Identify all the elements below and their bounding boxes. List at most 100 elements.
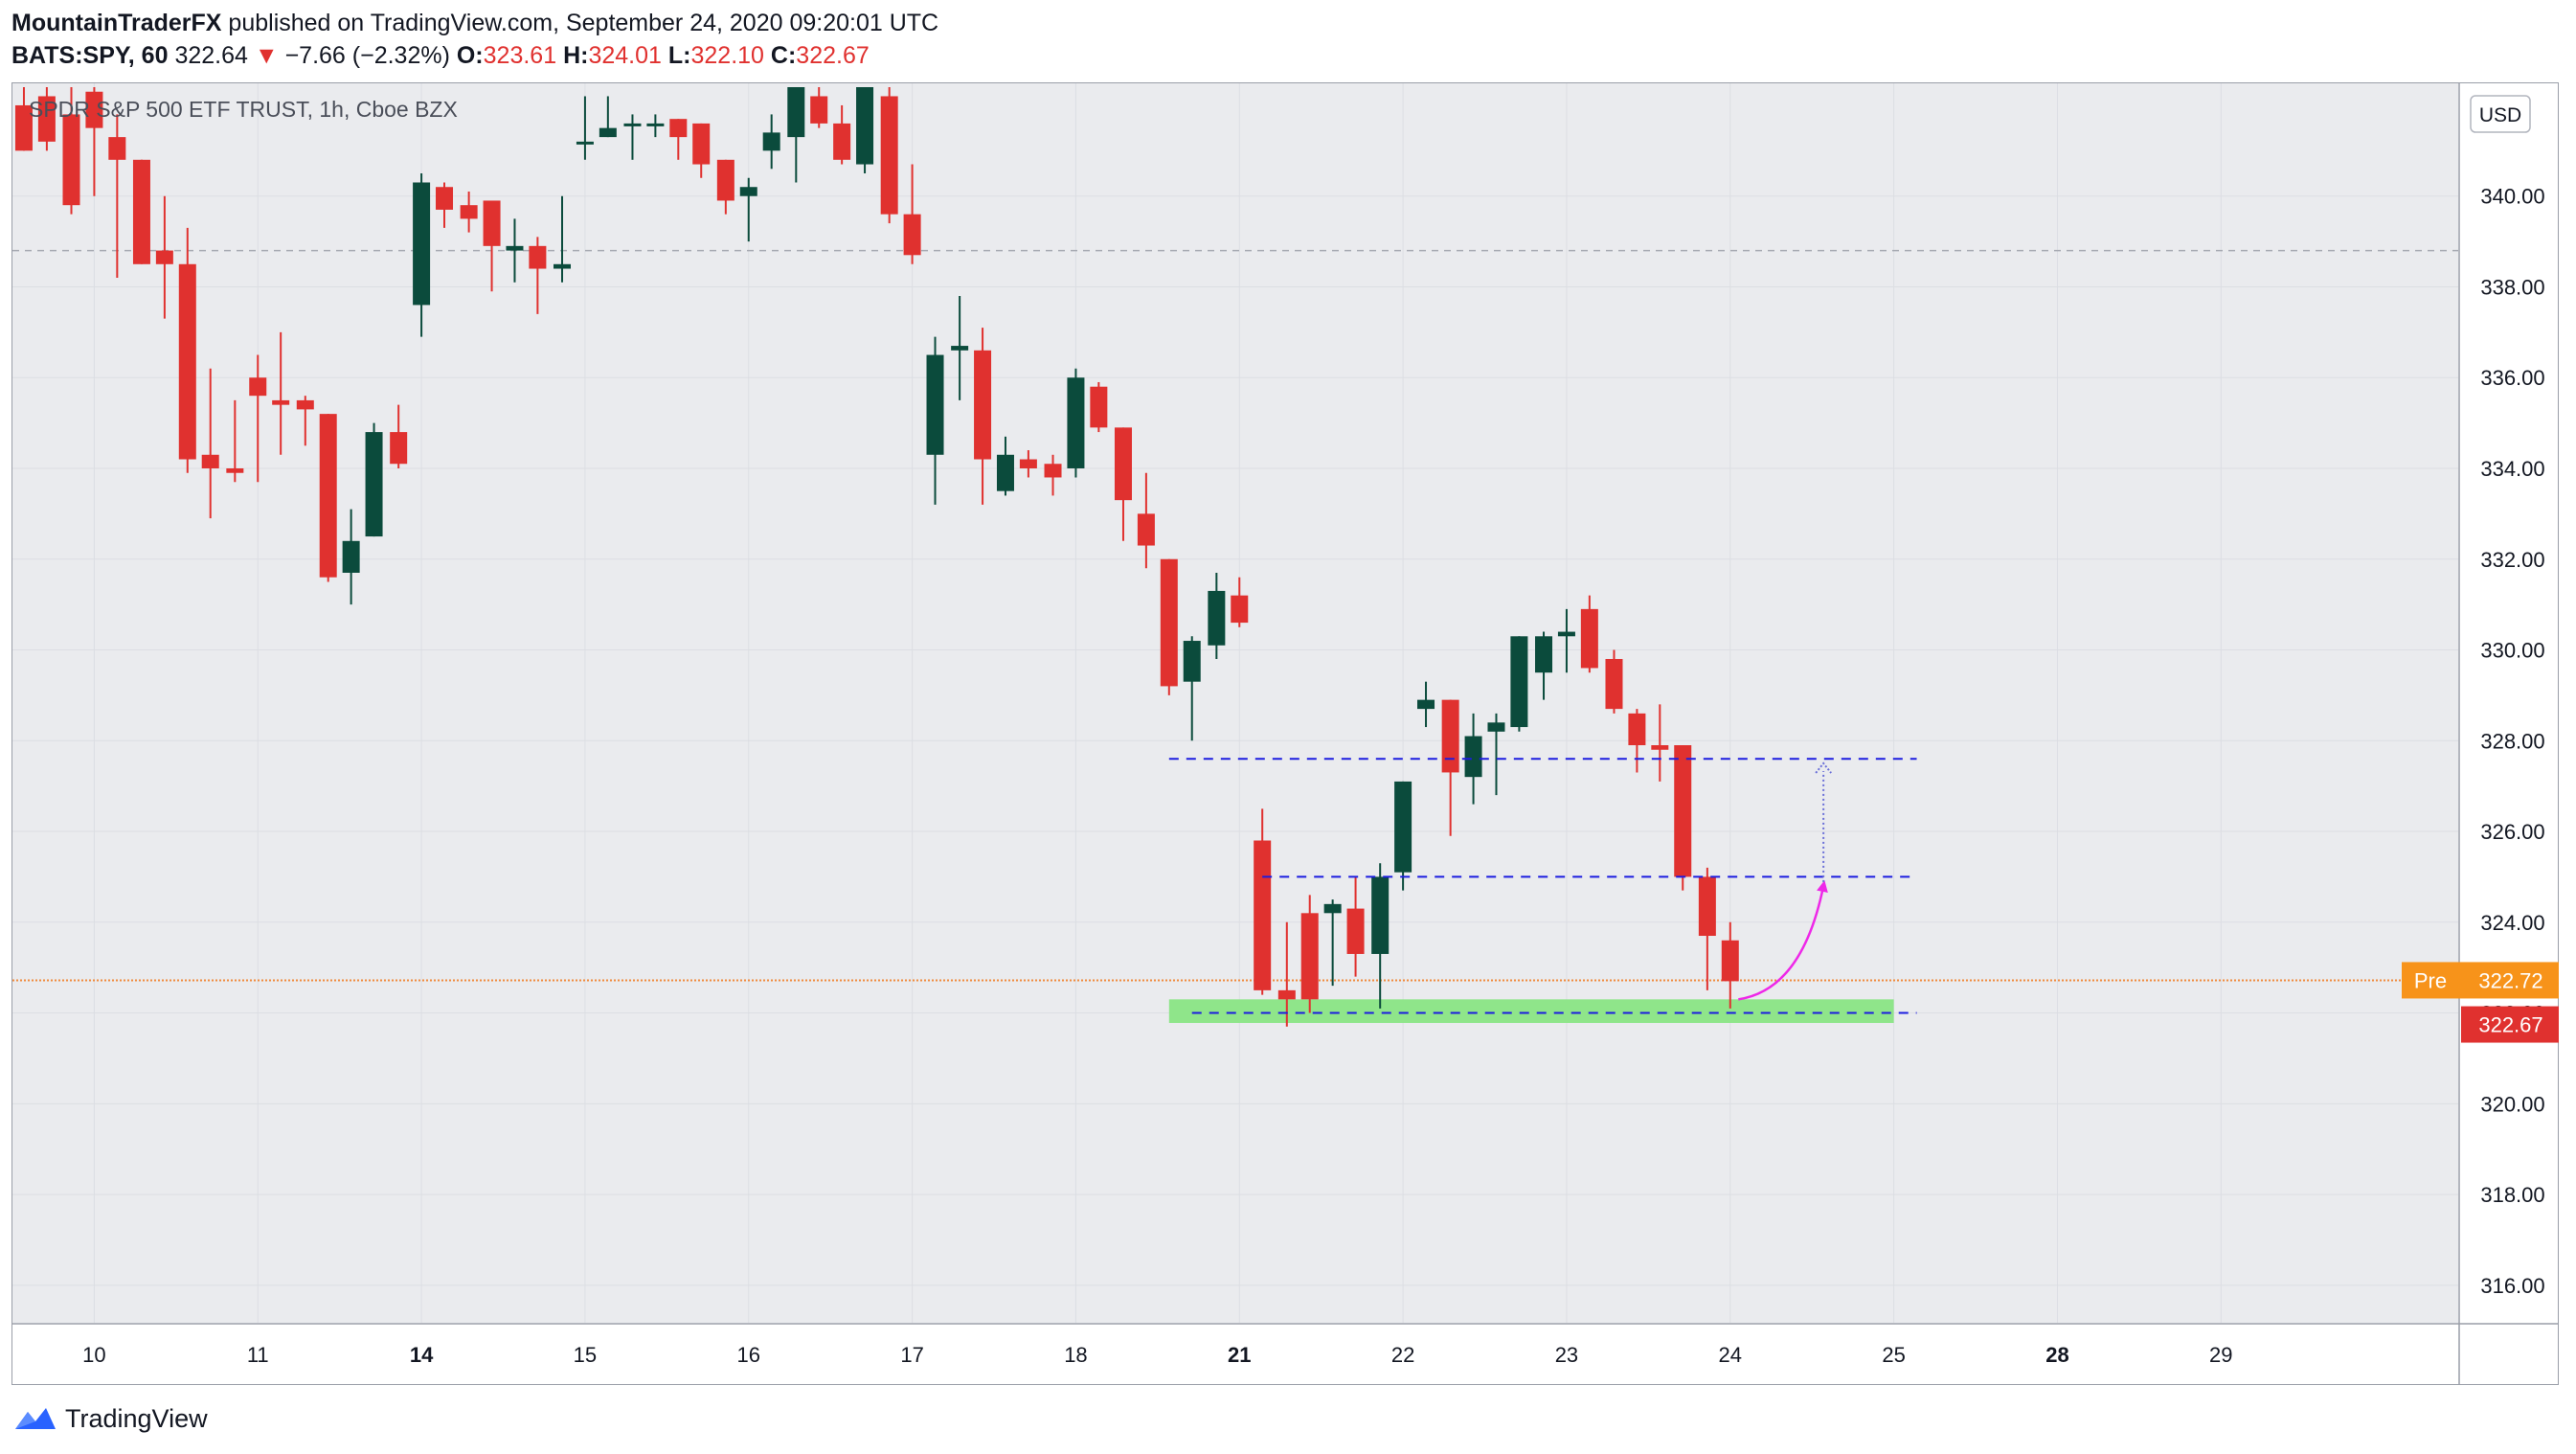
candle[interactable]: [1183, 636, 1201, 741]
candle[interactable]: [692, 123, 711, 178]
x-tick-label: 28: [2045, 1343, 2068, 1367]
candle[interactable]: [1464, 713, 1482, 805]
candle[interactable]: [1114, 427, 1132, 541]
candle[interactable]: [1254, 808, 1272, 995]
candle-body: [1254, 840, 1272, 990]
candle[interactable]: [1019, 450, 1037, 478]
candle[interactable]: [529, 237, 547, 314]
candle[interactable]: [1721, 921, 1739, 1009]
candle[interactable]: [1698, 867, 1716, 990]
candle[interactable]: [646, 114, 665, 138]
candle[interactable]: [1394, 781, 1412, 891]
candle[interactable]: [880, 87, 898, 224]
candle[interactable]: [14, 87, 33, 151]
candle[interactable]: [1674, 745, 1692, 891]
time-axis[interactable]: 10 11 14 15 16 17 18 21 22 23 24 25 28 29: [82, 1343, 2232, 1367]
candle[interactable]: [1371, 863, 1390, 1009]
candle[interactable]: [1510, 636, 1528, 732]
candle-body: [1535, 636, 1553, 673]
candle[interactable]: [1323, 899, 1342, 987]
candle[interactable]: [623, 114, 642, 160]
candle[interactable]: [1557, 608, 1575, 673]
candle[interactable]: [1044, 454, 1062, 496]
candle[interactable]: [483, 200, 501, 292]
tradingview-brand[interactable]: TradingView: [65, 1404, 208, 1433]
candle[interactable]: [436, 182, 454, 228]
candle[interactable]: [85, 87, 103, 196]
candle[interactable]: [1651, 704, 1669, 782]
candle[interactable]: [833, 104, 851, 165]
candle[interactable]: [108, 114, 126, 278]
projection-arrow[interactable]: [1738, 880, 1828, 1001]
candle[interactable]: [1441, 699, 1459, 836]
candle[interactable]: [1487, 713, 1505, 796]
candle[interactable]: [319, 414, 337, 582]
candle[interactable]: [1535, 631, 1553, 700]
tradingview-logo-icon[interactable]: [11, 1400, 59, 1439]
candle[interactable]: [37, 87, 56, 151]
candle[interactable]: [762, 114, 780, 170]
candle[interactable]: [903, 164, 921, 264]
candle[interactable]: [201, 368, 219, 519]
currency-button[interactable]: USD: [2470, 95, 2531, 133]
candle[interactable]: [365, 422, 383, 537]
candle[interactable]: [1160, 558, 1178, 695]
candle-body: [178, 263, 196, 460]
candle[interactable]: [996, 436, 1014, 496]
candle-body: [1137, 513, 1155, 546]
candle[interactable]: [1346, 876, 1365, 977]
candle[interactable]: [974, 328, 992, 505]
candle[interactable]: [342, 509, 360, 605]
candle[interactable]: [1300, 895, 1319, 1013]
candle[interactable]: [669, 119, 688, 160]
candle[interactable]: [554, 195, 572, 283]
candle[interactable]: [1605, 649, 1623, 714]
candle[interactable]: [1231, 577, 1249, 627]
candle[interactable]: [413, 173, 431, 337]
candle[interactable]: [390, 404, 408, 468]
candle[interactable]: [739, 177, 757, 242]
low-label: L:: [667, 42, 691, 69]
x-tick-label: 25: [1882, 1343, 1905, 1367]
author-name[interactable]: MountainTraderFX: [11, 10, 222, 36]
open-value: 323.61: [483, 42, 557, 69]
candle[interactable]: [460, 191, 478, 233]
candle[interactable]: [1580, 595, 1598, 673]
candle[interactable]: [296, 396, 314, 446]
candle[interactable]: [226, 399, 244, 483]
candle[interactable]: [155, 195, 173, 319]
candle[interactable]: [249, 354, 267, 483]
candle[interactable]: [1090, 381, 1108, 433]
candle[interactable]: [1137, 472, 1155, 569]
candle-body: [599, 127, 617, 138]
candle[interactable]: [62, 87, 80, 215]
candle[interactable]: [1628, 709, 1646, 773]
candle[interactable]: [951, 295, 969, 400]
y-tick-label: 320.00: [2480, 1092, 2544, 1116]
candle[interactable]: [926, 336, 944, 505]
candle-body: [974, 350, 992, 460]
plot-area[interactable]: [12, 83, 2458, 1323]
candle[interactable]: [132, 159, 150, 264]
candle[interactable]: [1208, 572, 1226, 659]
candle[interactable]: [178, 227, 196, 473]
candle[interactable]: [1417, 681, 1435, 728]
candlestick-chart[interactable]: SPDR S&P 500 ETF TRUST, 1h, Cboe BZX 340…: [11, 82, 2559, 1385]
price-axis[interactable]: 340.00 338.00 336.00 334.00 332.00 330.00 328.…: [2480, 185, 2544, 1298]
candle[interactable]: [856, 87, 874, 174]
candle[interactable]: [1067, 368, 1085, 478]
candle-body: [1510, 636, 1528, 728]
candle[interactable]: [716, 159, 734, 215]
candle[interactable]: [810, 87, 828, 128]
close-label: C:: [770, 42, 797, 69]
x-tick-label: 15: [574, 1343, 597, 1367]
candle[interactable]: [599, 96, 617, 138]
x-tick-label: 11: [247, 1343, 269, 1367]
candle-body: [1323, 903, 1342, 914]
candle[interactable]: [576, 96, 594, 160]
candle[interactable]: [787, 87, 805, 183]
candle[interactable]: [1277, 921, 1296, 1027]
candle-body: [272, 399, 290, 405]
candle[interactable]: [272, 331, 290, 455]
candle[interactable]: [506, 218, 524, 283]
